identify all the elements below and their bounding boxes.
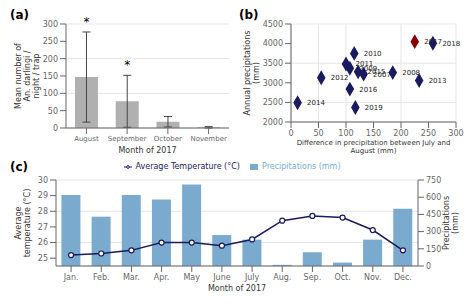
svg-text:29: 29	[38, 191, 48, 200]
svg-text:Month of 2017: Month of 2017	[208, 284, 266, 293]
svg-text:100: 100	[43, 89, 58, 98]
svg-text:3000: 3000	[263, 79, 283, 88]
svg-text:750: 750	[426, 176, 441, 185]
svg-text:*: *	[124, 58, 130, 72]
svg-text:Difference in precipitation be: Difference in precipitation between July…	[297, 139, 451, 155]
svg-text:200: 200	[43, 55, 58, 64]
svg-text:4000: 4000	[263, 39, 283, 48]
svg-text:250: 250	[43, 37, 58, 46]
svg-text:Annual precipitations(mm): Annual precipitations(mm)	[243, 31, 261, 116]
svg-text:300: 300	[426, 227, 441, 236]
svg-text:450: 450	[426, 210, 441, 219]
svg-text:2019: 2019	[365, 104, 383, 112]
svg-text:150: 150	[43, 72, 58, 81]
svg-text:Averagetemperature (°C): Averagetemperature (°C)	[14, 189, 32, 258]
svg-text:27: 27	[38, 223, 48, 232]
svg-text:Aug.: Aug.	[273, 273, 291, 282]
svg-text:Jan.: Jan.	[63, 273, 79, 282]
svg-text:150: 150	[366, 129, 381, 138]
svg-text:4500: 4500	[263, 20, 283, 29]
html-text:(c): (c)	[10, 160, 29, 174]
svg-text:28: 28	[38, 207, 48, 216]
html-text:Precipitations (mm): Precipitations (mm)	[262, 162, 341, 171]
svg-text:2014: 2014	[307, 99, 325, 107]
svg-text:0: 0	[288, 129, 293, 138]
svg-text:100: 100	[338, 129, 353, 138]
svg-text:150: 150	[426, 245, 441, 254]
svg-text:Nov.: Nov.	[364, 273, 382, 282]
svg-text:600: 600	[426, 193, 441, 202]
svg-text:2018: 2018	[442, 40, 460, 48]
svg-text:2012: 2012	[331, 74, 349, 82]
svg-text:2000: 2000	[263, 118, 283, 127]
svg-text:July: July	[244, 273, 260, 282]
html-text:(a): (a)	[10, 8, 30, 22]
svg-text:0: 0	[53, 124, 58, 133]
svg-text:25: 25	[38, 254, 48, 263]
svg-text:November: November	[190, 135, 227, 143]
svg-text:Mar.: Mar.	[123, 273, 140, 282]
svg-text:30: 30	[38, 176, 48, 185]
svg-text:October: October	[154, 135, 182, 143]
svg-text:Dec.: Dec.	[394, 273, 412, 282]
svg-text:26: 26	[38, 238, 48, 247]
svg-text:2500: 2500	[263, 98, 283, 107]
svg-text:May: May	[183, 273, 200, 282]
svg-text:2017: 2017	[424, 38, 442, 46]
svg-text:50: 50	[48, 107, 58, 116]
svg-text:2010: 2010	[364, 50, 382, 58]
svg-text:Sep.: Sep.	[304, 273, 322, 282]
svg-text:September: September	[108, 135, 147, 143]
svg-text:Month of 2017: Month of 2017	[118, 146, 176, 155]
svg-text:50: 50	[313, 129, 323, 138]
svg-text:2007: 2007	[373, 71, 391, 79]
svg-text:2008: 2008	[402, 69, 420, 77]
svg-text:August: August	[74, 135, 99, 143]
svg-text:200: 200	[393, 129, 408, 138]
svg-text:Mean number ofAn. darlingi /ni: Mean number ofAn. darlingi /night / trap	[14, 43, 41, 109]
svg-text:*: *	[83, 15, 89, 29]
svg-text:250: 250	[421, 129, 436, 138]
svg-text:Oct.: Oct.	[334, 273, 350, 282]
svg-text:June: June	[212, 273, 231, 282]
svg-text:300: 300	[448, 129, 463, 138]
svg-text:300: 300	[43, 20, 58, 29]
html-text:Average Temperature (°C): Average Temperature (°C)	[135, 162, 240, 171]
svg-text:2016: 2016	[359, 86, 377, 94]
svg-text:Precipitations(mm): Precipitations(mm)	[442, 196, 460, 250]
svg-text:0: 0	[426, 262, 431, 271]
svg-text:Feb.: Feb.	[93, 273, 110, 282]
svg-text:Apr.: Apr.	[154, 273, 170, 282]
svg-text:3500: 3500	[263, 59, 283, 68]
html-text:(b): (b)	[239, 8, 259, 22]
svg-text:2013: 2013	[429, 77, 447, 85]
